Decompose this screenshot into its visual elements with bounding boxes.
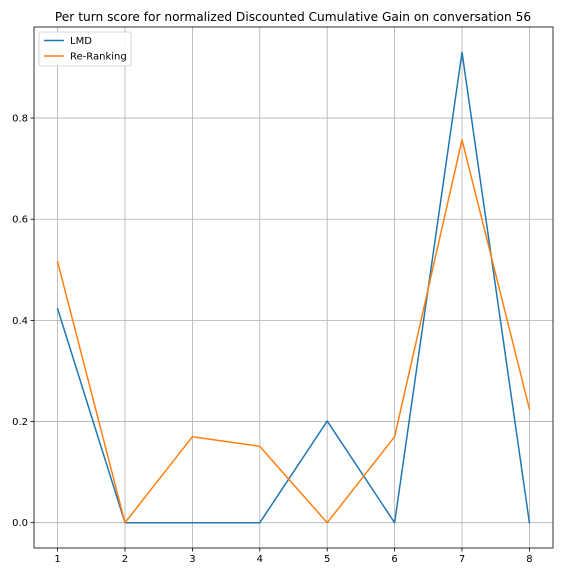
series-line-re-ranking [56,139,531,524]
axes: 1 2 3 4 5 6 7 8 0.0 0.2 0.4 0.6 0.8 [12,114,533,565]
y-tick-label: 0.0 [12,518,28,529]
x-tick-label: 7 [459,554,465,565]
x-tick-label: 8 [526,554,532,565]
legend: LMD Re-Ranking [38,31,132,67]
y-tick-label: 0.4 [12,316,28,327]
x-tick-label: 5 [324,554,330,565]
x-tick-label: 3 [189,554,195,565]
y-tick-label: 0.6 [12,215,28,226]
series-lines [56,51,531,524]
x-tick-label: 6 [391,554,397,565]
y-tick-label: 0.2 [12,417,28,428]
x-tick-label: 2 [122,554,128,565]
series-line-lmd [56,51,531,524]
grid-lines [34,27,553,548]
y-tick-label: 0.8 [12,114,28,125]
legend-label-lmd: LMD [70,36,92,47]
x-tick-label: 1 [54,554,60,565]
chart-title: Per turn score for normalized Discounted… [55,10,531,24]
x-tick-label: 4 [257,554,263,565]
plot-area-frame [33,26,554,549]
legend-label-re-ranking: Re-Ranking [70,52,127,63]
